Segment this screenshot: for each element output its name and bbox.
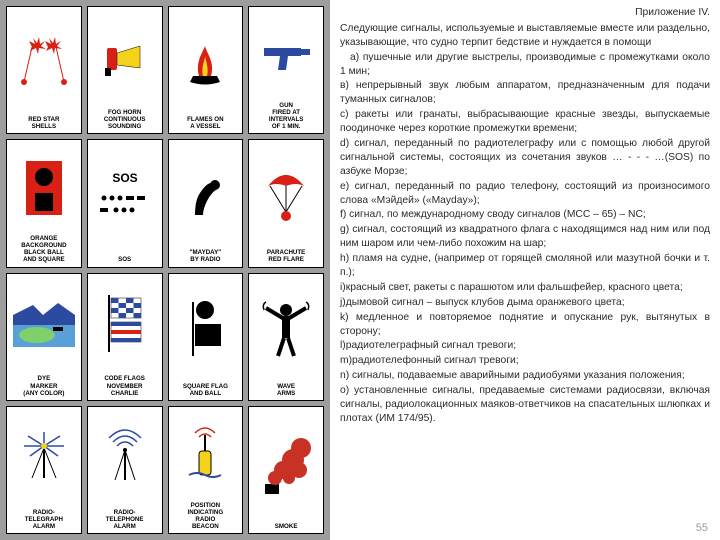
card-mayday: "MAYDAY"BY RADIO <box>168 139 244 267</box>
orange-flag-icon <box>9 143 79 233</box>
card-square-flag-ball: SQUARE FLAGAND BALL <box>168 273 244 401</box>
sos-icon: SOS <box>90 143 160 254</box>
card-label: GUNFIRED ATINTERVALSOF 1 MIN. <box>251 100 321 131</box>
wave-arms-icon <box>251 277 321 381</box>
card-label: FLAMES ONA VESSEL <box>171 114 241 130</box>
item-d: d) сигнал, переданный по радиотелеграфу … <box>340 137 710 179</box>
card-label: SOS <box>90 254 160 263</box>
card-fog-horn: FOG HORNCONTINUOUSSOUNDING <box>87 6 163 134</box>
card-red-star-shells: RED STARSHELLS <box>6 6 82 134</box>
card-label: WAVEARMS <box>251 381 321 397</box>
card-label: RADIO-TELEPHONEALARM <box>90 507 160 530</box>
item-b: в) непрерывный звук любым аппаратом, пре… <box>340 79 710 107</box>
fog-horn-icon <box>90 10 160 107</box>
card-parachute-flare: PARACHUTERED FLARE <box>248 139 324 267</box>
distress-signals-grid: RED STARSHELLS FOG HORNCONTINUOUSSOUNDIN… <box>0 0 330 540</box>
card-gun: GUNFIRED ATINTERVALSOF 1 MIN. <box>248 6 324 134</box>
epirb-icon <box>171 410 241 500</box>
card-wave-arms: WAVEARMS <box>248 273 324 401</box>
card-smoke: SMOKE <box>248 406 324 534</box>
mayday-icon <box>171 143 241 247</box>
flames-icon <box>171 10 241 114</box>
item-k: k) медленное и повторяемое поднятие и оп… <box>340 311 710 339</box>
parachute-icon <box>251 143 321 247</box>
page-number: 55 <box>696 521 708 536</box>
card-epirb: POSITIONINDICATINGRADIOBEACON <box>168 406 244 534</box>
svg-text:SOS: SOS <box>112 171 137 185</box>
card-label: RED STARSHELLS <box>9 114 79 130</box>
card-label: DYEMARKER(ANY COLOR) <box>9 373 79 396</box>
card-label: SQUARE FLAGAND BALL <box>171 381 241 397</box>
card-code-flags: CODE FLAGSNOVEMBERCHARLIE <box>87 273 163 401</box>
card-label: "MAYDAY"BY RADIO <box>171 247 241 263</box>
card-label: CODE FLAGSNOVEMBERCHARLIE <box>90 373 160 396</box>
item-o: о) установленные сигналы, предаваемые си… <box>340 384 710 426</box>
text-panel: Приложение IV. Следующие сигналы, исполь… <box>330 0 720 540</box>
dye-marker-icon <box>9 277 79 374</box>
code-flags-icon <box>90 277 160 374</box>
card-label: FOG HORNCONTINUOUSSOUNDING <box>90 107 160 130</box>
item-j: j)дымовой сигнал – выпуск клубов дыма ор… <box>340 296 710 310</box>
card-dye-marker: DYEMARKER(ANY COLOR) <box>6 273 82 401</box>
smoke-icon <box>251 410 321 521</box>
item-m: m)радиотелефонный сигнал тревоги; <box>340 354 710 368</box>
radiotelegraph-icon <box>9 410 79 507</box>
item-i: i)красный свет, ракеты с парашютом или ф… <box>340 281 710 295</box>
card-label: PARACHUTERED FLARE <box>251 247 321 263</box>
item-n: n) сигналы, подаваемые аварийными радиоб… <box>340 369 710 383</box>
card-orange-flag: ORANGEBACKGROUNDBLACK BALLAND SQUARE <box>6 139 82 267</box>
appendix-title: Приложение IV. <box>340 6 710 20</box>
item-g: g) сигнал, состоящий из квадратного флаг… <box>340 223 710 251</box>
item-l: l)радиотелеграфный сигнал тревоги; <box>340 339 710 353</box>
item-c: с) ракеты или гранаты, выбрасывающие кра… <box>340 108 710 136</box>
red-star-shells-icon <box>9 10 79 114</box>
item-h: h) пламя на судне, (например от горящей … <box>340 252 710 280</box>
item-a: а) пушечные или другие выстрелы, произво… <box>340 51 710 79</box>
card-label: ORANGEBACKGROUNDBLACK BALLAND SQUARE <box>9 233 79 264</box>
card-label: POSITIONINDICATINGRADIOBEACON <box>171 500 241 531</box>
square-flag-ball-icon <box>171 277 241 381</box>
card-radiotelephone: RADIO-TELEPHONEALARM <box>87 406 163 534</box>
card-flames: FLAMES ONA VESSEL <box>168 6 244 134</box>
radiotelephone-icon <box>90 410 160 507</box>
card-label: SMOKE <box>251 521 321 530</box>
card-label: RADIO-TELEGRAPHALARM <box>9 507 79 530</box>
item-f: f) сигнал, по международному своду сигна… <box>340 208 710 222</box>
gun-icon <box>251 10 321 100</box>
card-radiotelegraph: RADIO-TELEGRAPHALARM <box>6 406 82 534</box>
item-e: e) сигнал, переданный по радио телефону,… <box>340 180 710 208</box>
intro-text: Следующие сигналы, используемые и выстав… <box>340 22 710 50</box>
card-sos: SOS SOS <box>87 139 163 267</box>
